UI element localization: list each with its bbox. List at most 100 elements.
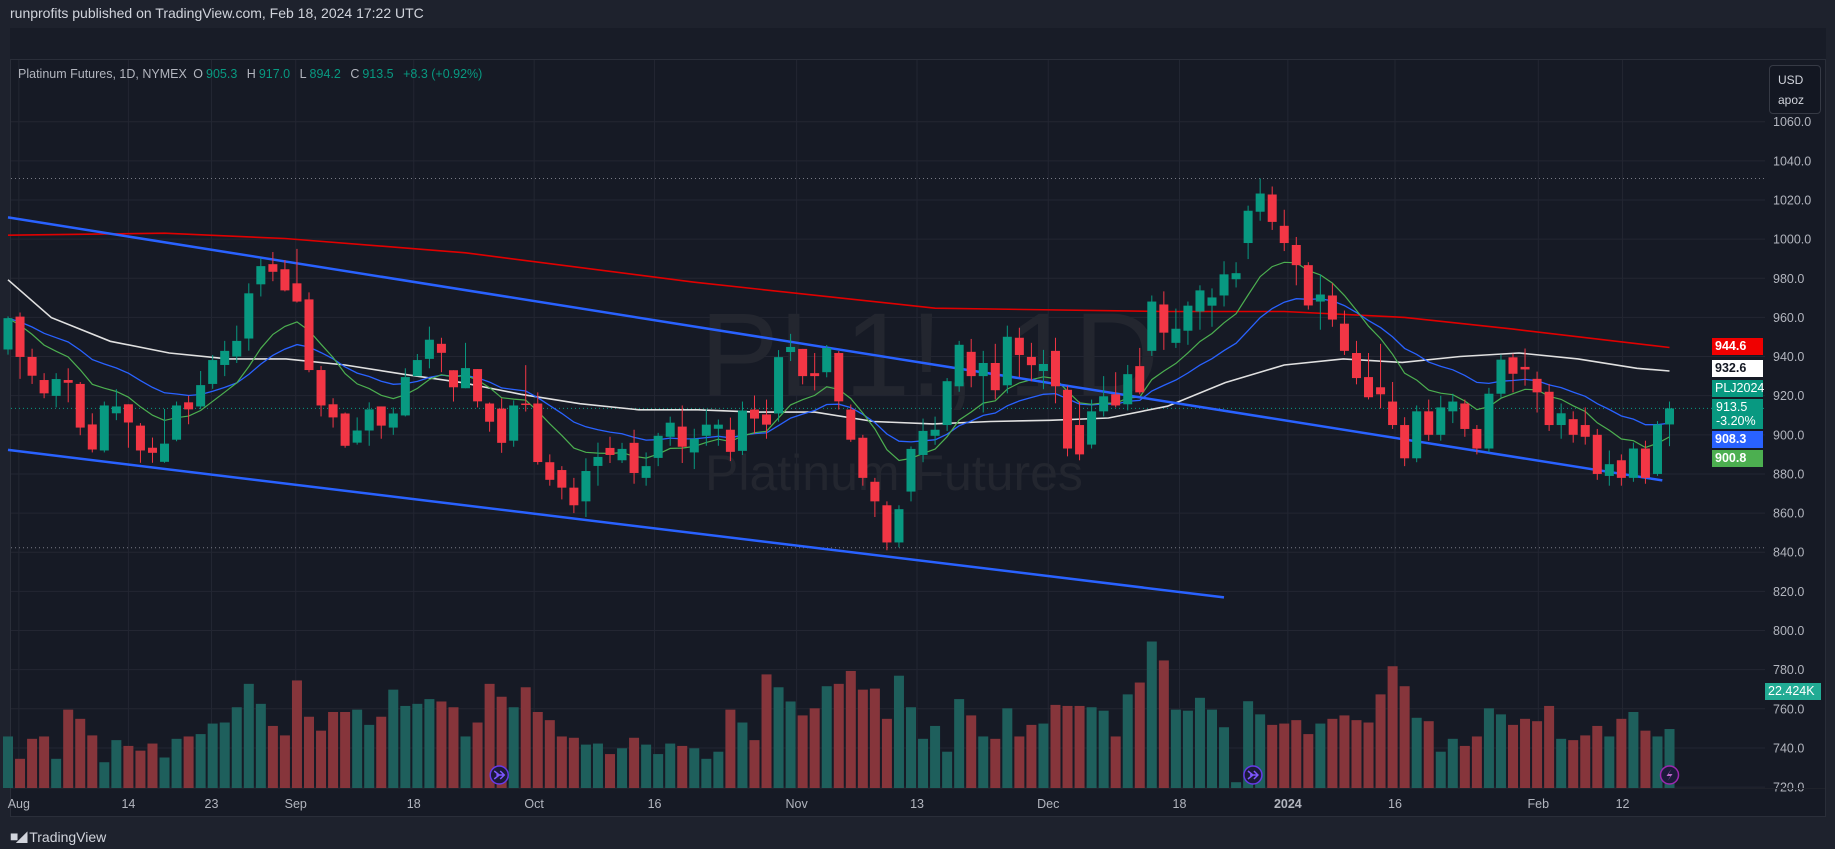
candle-body (1243, 210, 1253, 244)
candle (160, 408, 170, 463)
candle-body (1267, 194, 1277, 222)
price-tick-label: 820.0 (1773, 585, 1804, 599)
candle-body (1207, 297, 1217, 306)
volume-bar (737, 722, 748, 788)
candle-body (1183, 305, 1193, 331)
candle-body (1339, 323, 1349, 351)
candle (1616, 454, 1626, 486)
date-tick-label: 13 (910, 797, 924, 811)
candle-body (581, 471, 591, 502)
candle-body (1063, 389, 1073, 449)
candle-body (1014, 337, 1024, 355)
volume-bar (147, 743, 158, 788)
candle (1448, 393, 1458, 424)
date-tick-label: Dec (1037, 797, 1059, 811)
candle-body (1279, 225, 1289, 244)
candle-body (244, 293, 254, 339)
candle-body (473, 369, 483, 402)
candle-body (569, 487, 579, 506)
candle (1050, 337, 1060, 404)
ma200-value-badge: 944.6 (1712, 338, 1763, 355)
candle-body (316, 370, 326, 406)
candle (1123, 364, 1133, 411)
candle-body (762, 414, 772, 425)
candle (1652, 421, 1662, 476)
candle (1087, 399, 1097, 449)
candle (641, 452, 651, 486)
candle-body (1050, 350, 1060, 387)
candle-body (1388, 401, 1398, 426)
currency-unit-button[interactable]: USD apoz (1769, 65, 1821, 114)
candle (1111, 372, 1121, 408)
price-tick-label: 920.0 (1773, 389, 1804, 403)
dividend-event-icon[interactable] (1243, 765, 1263, 785)
volume-bar (1435, 751, 1446, 788)
candle (99, 401, 109, 453)
candle (75, 381, 85, 436)
volume-bar (641, 744, 652, 788)
volume-bar (27, 738, 38, 788)
volume-bar (990, 738, 1001, 788)
candle-body (1580, 425, 1590, 437)
candle-body (798, 348, 808, 377)
volume-bar (629, 737, 640, 788)
tradingview-logo[interactable]: ■◢ TradingView (10, 828, 106, 845)
candle (1496, 354, 1506, 398)
price-tick-label: 1040.0 (1773, 154, 1811, 168)
candle (184, 395, 194, 425)
candle-body (509, 405, 519, 441)
price-tick-label: 880.0 (1773, 467, 1804, 481)
candle (978, 350, 988, 413)
candle-body (485, 403, 495, 422)
volume-bar (1351, 720, 1362, 788)
lightning-event-icon[interactable] (1659, 765, 1680, 785)
candle (256, 258, 266, 297)
candle (27, 348, 37, 384)
candle (1520, 348, 1530, 386)
candle (3, 316, 13, 355)
candle (1339, 310, 1349, 355)
candle (713, 419, 723, 446)
candle (1484, 387, 1494, 453)
candle (858, 434, 868, 486)
candle (1436, 395, 1446, 441)
last-price: 913.5 (1716, 400, 1748, 414)
candle-body (774, 357, 784, 414)
candle (918, 418, 928, 463)
candle-body (1460, 403, 1470, 429)
candle (1376, 343, 1386, 409)
candle (196, 371, 206, 409)
chart-panel[interactable] (10, 28, 1826, 817)
candle (87, 413, 97, 453)
date-tick-label: 18 (1173, 797, 1187, 811)
candle (1364, 353, 1374, 400)
volume-bar (1459, 745, 1470, 788)
candle (135, 423, 145, 463)
candle (1135, 347, 1145, 395)
date-tick-label: 16 (1388, 797, 1402, 811)
candle-body (665, 422, 675, 437)
candle-body (906, 448, 916, 492)
date-tick-label: Feb (1528, 797, 1550, 811)
volume-bar (75, 718, 86, 788)
volume-bar (3, 736, 13, 788)
volume-bar (352, 709, 363, 788)
candle-body (1303, 265, 1313, 306)
candle (1231, 262, 1241, 288)
candle (328, 398, 338, 428)
volume-bar (171, 738, 182, 788)
candle-body (1628, 448, 1638, 478)
candle (424, 326, 434, 369)
candle (497, 398, 507, 453)
volume-bar (1327, 718, 1338, 788)
volume-bar (388, 689, 399, 788)
volume-bar (1243, 701, 1254, 788)
dividend-event-icon[interactable] (489, 765, 509, 785)
volume-bar (689, 748, 700, 788)
price-tick-label: 1000.0 (1773, 233, 1811, 247)
candle (1665, 401, 1675, 447)
candle (388, 407, 398, 435)
candle-body (388, 413, 398, 428)
candle-body (978, 362, 988, 377)
